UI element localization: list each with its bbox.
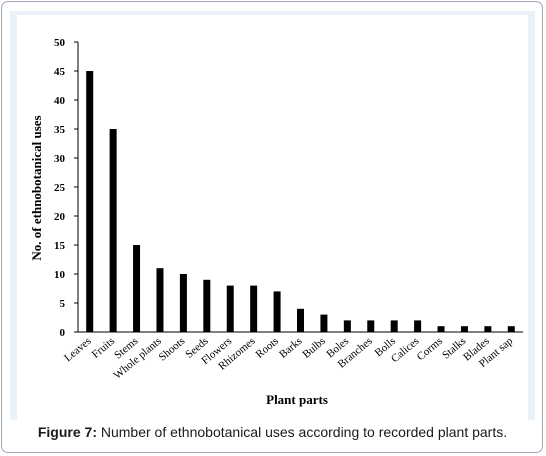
y-tick-label: 10: [54, 269, 66, 281]
x-axis-title: Plant parts: [266, 392, 328, 407]
bar: [343, 320, 351, 332]
bar: [320, 314, 328, 332]
y-tick-label: 5: [60, 298, 66, 310]
bar: [226, 285, 234, 332]
figure-label: Figure 7:: [37, 424, 97, 440]
bar: [203, 279, 211, 332]
x-tick-label: Shoots: [157, 335, 188, 363]
x-tick-label: Roots: [254, 335, 281, 361]
bar: [179, 274, 187, 332]
chart-area: [17, 15, 528, 420]
bar: [273, 291, 281, 332]
bar: [414, 320, 422, 332]
bar: [390, 320, 398, 332]
bar: [250, 285, 258, 332]
y-tick-label: 40: [54, 95, 66, 107]
bar: [156, 268, 164, 332]
x-tick-label: Leaves: [62, 335, 94, 364]
x-tick-label: Fruits: [90, 335, 117, 361]
y-tick-label: 35: [54, 124, 66, 136]
y-tick-label: 45: [54, 66, 66, 78]
y-tick-label: 0: [60, 327, 66, 339]
x-tick-label: Bulbs: [300, 335, 327, 361]
y-tick-label: 25: [54, 182, 66, 194]
figure-caption: Figure 7: Number of ethnobotanical uses …: [10, 424, 535, 440]
bar: [367, 320, 375, 332]
bar: [133, 245, 141, 332]
y-axis-title: No. of ethnobotanical uses: [29, 115, 44, 260]
bar: [484, 326, 492, 332]
y-tick-label: 50: [54, 37, 66, 49]
bar: [109, 129, 117, 332]
bar: [507, 326, 515, 332]
bar: [460, 326, 468, 332]
bar: [437, 326, 445, 332]
x-tick-label: Corms: [415, 335, 445, 363]
y-tick-label: 15: [54, 240, 66, 252]
bar: [86, 71, 94, 332]
bar: [297, 308, 304, 332]
x-tick-label: Barks: [277, 335, 304, 361]
figure-caption-text: Number of ethnobotanical uses according …: [96, 424, 508, 440]
y-tick-label: 30: [54, 153, 66, 165]
y-tick-label: 20: [54, 211, 66, 223]
